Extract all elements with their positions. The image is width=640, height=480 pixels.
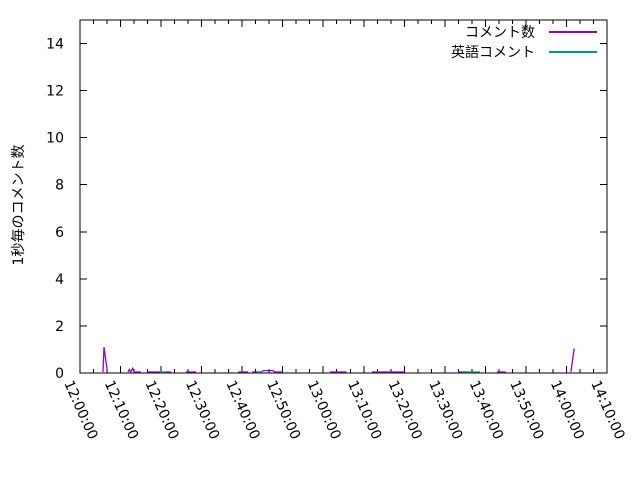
y-axis-title: 1秒毎のコメント数 [11, 144, 27, 266]
legend-line-comments [549, 31, 597, 33]
svg-text:4: 4 [55, 272, 64, 288]
svg-text:12:00:00: 12:00:00 [60, 378, 100, 442]
svg-text:12:50:00: 12:50:00 [263, 378, 303, 442]
svg-text:14:00:00: 14:00:00 [547, 378, 587, 442]
svg-text:0: 0 [55, 366, 64, 382]
svg-text:13:20:00: 13:20:00 [385, 378, 425, 442]
legend-label-comments: コメント数 [465, 25, 535, 41]
svg-text:12: 12 [46, 84, 64, 100]
legend: コメント数 英語コメント [451, 22, 597, 62]
svg-text:6: 6 [55, 225, 64, 241]
legend-line-english-comments [549, 51, 597, 53]
svg-text:13:10:00: 13:10:00 [344, 378, 384, 442]
svg-text:12:40:00: 12:40:00 [222, 378, 262, 442]
svg-text:12:20:00: 12:20:00 [141, 378, 181, 442]
svg-text:14: 14 [46, 37, 64, 53]
svg-text:13:30:00: 13:30:00 [425, 378, 465, 442]
svg-text:13:40:00: 13:40:00 [466, 378, 506, 442]
svg-text:14:10:00: 14:10:00 [587, 378, 627, 442]
legend-item-comments: コメント数 [465, 22, 597, 42]
legend-item-english-comments: 英語コメント [451, 42, 597, 62]
svg-text:8: 8 [55, 178, 64, 194]
legend-label-english-comments: 英語コメント [451, 45, 535, 61]
svg-text:13:50:00: 13:50:00 [506, 378, 546, 442]
svg-text:12:10:00: 12:10:00 [101, 378, 141, 442]
svg-text:2: 2 [55, 319, 64, 335]
svg-text:12:30:00: 12:30:00 [182, 378, 222, 442]
svg-text:10: 10 [46, 131, 64, 147]
svg-text:13:00:00: 13:00:00 [304, 378, 344, 442]
